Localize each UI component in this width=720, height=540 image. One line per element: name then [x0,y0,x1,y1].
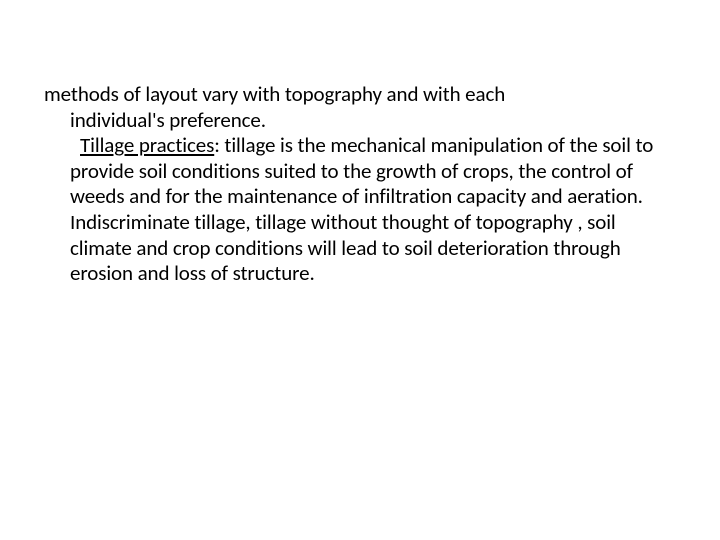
colon-gap: : [214,132,224,158]
paragraph-1-line-1: methods of layout vary with topography a… [44,82,656,108]
slide-body: methods of layout vary with topography a… [44,82,656,287]
term-tillage-practices: Tillage practices [80,132,214,158]
paragraph-2: Tillage practices: tillage is the mechan… [44,133,656,287]
paragraph-1-rest: individual's preference. [44,108,656,134]
slide: methods of layout vary with topography a… [0,0,720,540]
